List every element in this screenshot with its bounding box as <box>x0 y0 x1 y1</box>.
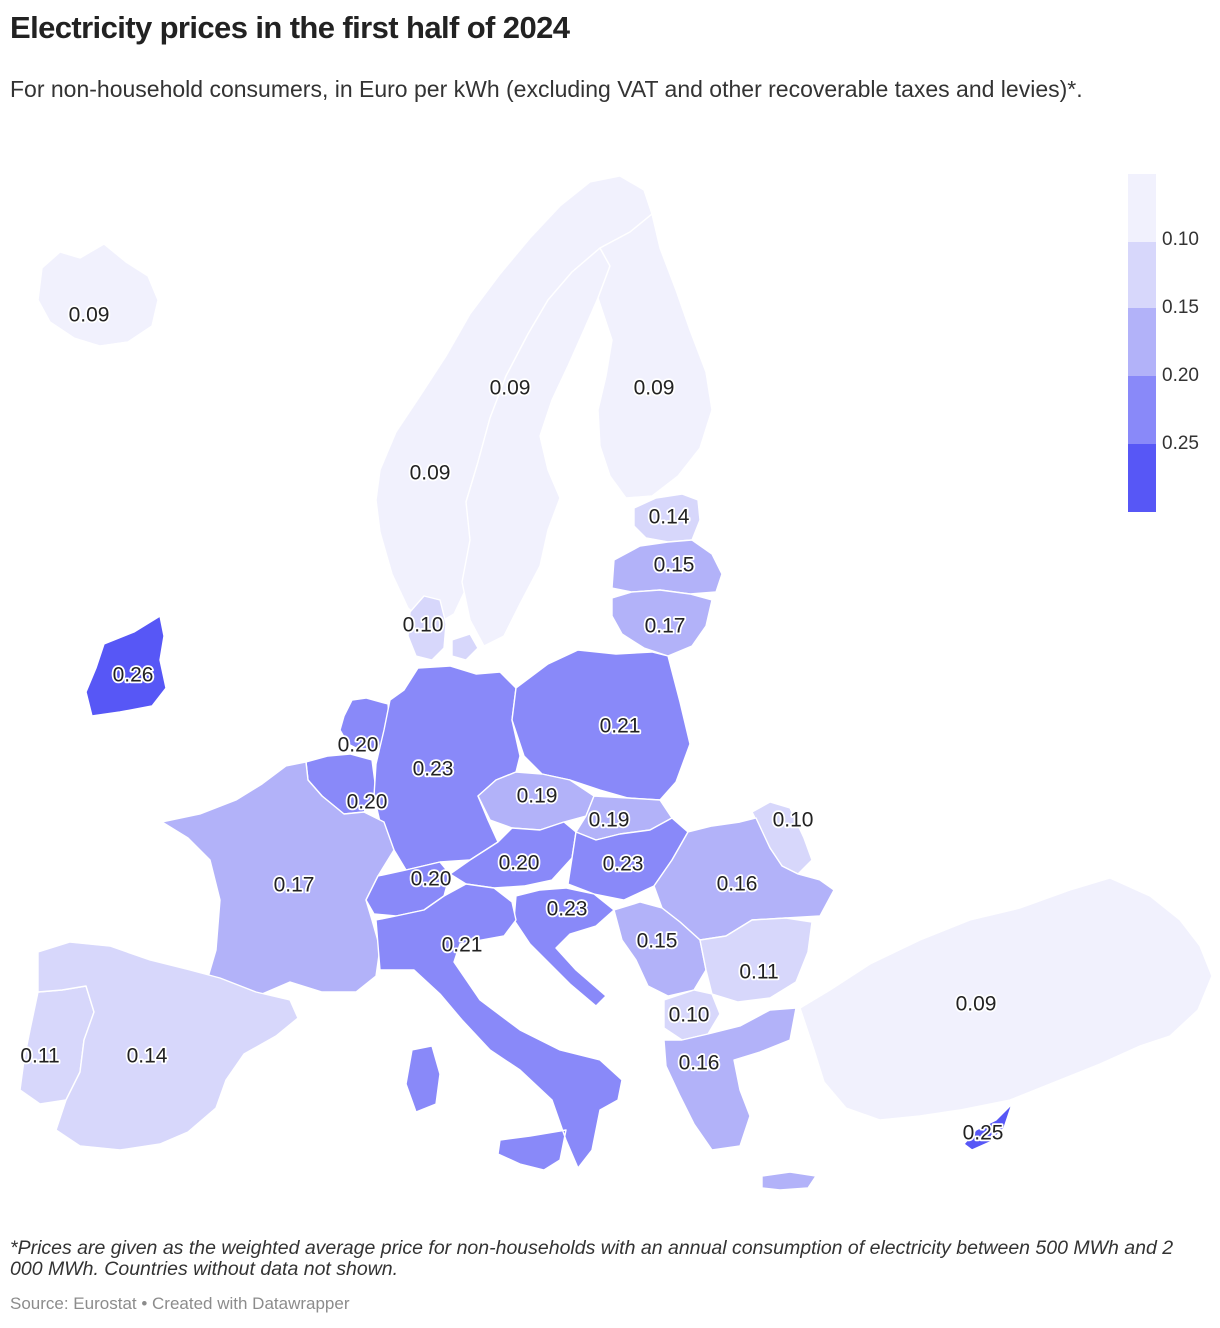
value-label-finland: 0.09 <box>634 377 675 400</box>
value-label-latvia: 0.15 <box>654 554 695 577</box>
source-credit: Source: Eurostat • Created with Datawrap… <box>10 1294 350 1313</box>
legend-tick-label: 0.15 <box>1162 297 1199 318</box>
value-label-slovakia: 0.19 <box>589 809 630 832</box>
chart-subtitle: For non-household consumers, in Euro per… <box>10 76 1083 102</box>
value-label-france: 0.17 <box>274 874 315 897</box>
legend-swatch <box>1128 308 1156 376</box>
value-label-denmark: 0.10 <box>403 614 444 637</box>
legend-swatch <box>1128 444 1156 512</box>
country-bulgaria[interactable] <box>699 917 813 1003</box>
country-croatia[interactable] <box>513 887 615 1007</box>
country-latvia[interactable] <box>611 539 723 595</box>
legend-tick-label: 0.25 <box>1162 433 1199 454</box>
country-ireland[interactable] <box>85 615 167 717</box>
value-label-austria: 0.20 <box>499 852 540 875</box>
value-label-italy: 0.21 <box>442 934 483 957</box>
europe-map: 0.09 0.09 0.09 0.09 0.14 0.15 0.17 0.10 … <box>19 175 1213 1191</box>
chart-title: Electricity prices in the first half of … <box>10 10 570 45</box>
value-label-portugal: 0.11 <box>20 1045 59 1068</box>
value-label-norway: 0.09 <box>410 462 451 485</box>
country-estonia[interactable] <box>633 493 701 543</box>
value-label-ireland: 0.26 <box>113 664 154 687</box>
value-label-north-macedonia: 0.10 <box>669 1004 710 1027</box>
country-sweden[interactable] <box>461 247 611 647</box>
value-label-switzerland: 0.20 <box>411 868 452 891</box>
country-denmark[interactable] <box>407 595 479 661</box>
value-label-romania: 0.16 <box>717 873 758 896</box>
country-finland[interactable] <box>597 213 713 499</box>
value-label-serbia: 0.15 <box>637 930 678 953</box>
country-serbia[interactable] <box>613 901 707 997</box>
value-label-croatia: 0.23 <box>547 898 588 921</box>
color-legend: 0.10 0.15 0.20 0.25 <box>1128 174 1218 514</box>
country-cyprus[interactable] <box>963 1103 1013 1151</box>
value-label-czechia: 0.19 <box>517 785 558 808</box>
value-label-greece: 0.16 <box>679 1052 720 1075</box>
footnote: *Prices are given as the weighted averag… <box>10 1237 1174 1280</box>
value-label-hungary: 0.23 <box>603 853 644 876</box>
country-iceland[interactable] <box>37 243 159 347</box>
value-label-poland: 0.21 <box>600 715 641 738</box>
country-north-macedonia[interactable] <box>663 989 721 1041</box>
value-label-belgium: 0.20 <box>347 791 388 814</box>
value-label-cyprus: 0.25 <box>963 1122 1004 1145</box>
value-label-moldova: 0.10 <box>773 809 814 832</box>
legend-tick-label: 0.20 <box>1162 365 1199 386</box>
country-france[interactable] <box>161 761 395 1005</box>
value-label-sweden: 0.09 <box>490 377 531 400</box>
value-label-estonia: 0.14 <box>649 506 690 529</box>
value-label-lithuania: 0.17 <box>645 615 686 638</box>
legend-swatch <box>1128 376 1156 444</box>
legend-tick-label: 0.10 <box>1162 229 1199 250</box>
value-label-iceland: 0.09 <box>69 304 110 327</box>
country-switzerland[interactable] <box>365 861 451 917</box>
country-greece[interactable] <box>663 1007 817 1191</box>
legend-swatch <box>1128 242 1156 308</box>
value-label-germany: 0.23 <box>413 758 454 781</box>
value-label-spain: 0.14 <box>127 1045 168 1068</box>
country-turkey[interactable] <box>799 877 1213 1121</box>
value-label-bulgaria: 0.11 <box>739 961 778 984</box>
value-label-netherlands: 0.20 <box>338 734 379 757</box>
country-spain[interactable] <box>37 941 299 1151</box>
country-lithuania[interactable] <box>611 589 713 657</box>
legend-swatch <box>1128 174 1156 242</box>
country-italy[interactable] <box>375 883 623 1171</box>
value-label-turkey: 0.09 <box>956 993 997 1016</box>
country-poland[interactable] <box>511 649 691 801</box>
